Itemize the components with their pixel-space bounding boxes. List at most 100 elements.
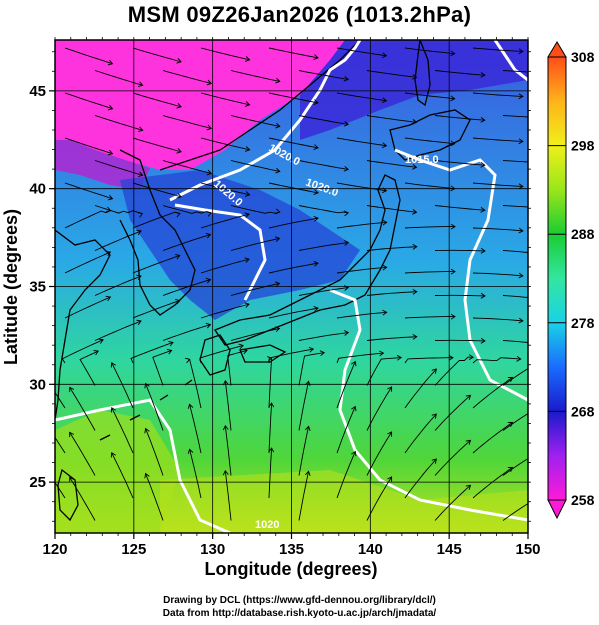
streamline	[189, 359, 202, 409]
colorbar-tick-label: 258	[571, 492, 595, 508]
streamline	[502, 368, 528, 386]
streamline	[472, 182, 523, 187]
streamline-arrowhead	[176, 192, 182, 199]
streamline-arrowhead	[450, 95, 456, 102]
streamline	[94, 275, 142, 296]
streamline	[162, 324, 211, 341]
streamline-arrowhead	[244, 101, 251, 107]
streamline	[404, 413, 437, 454]
streamline-arrowhead	[378, 350, 385, 357]
streamline-arrowhead	[176, 102, 182, 109]
streamline	[404, 458, 437, 499]
streamline-arrowhead	[242, 348, 248, 355]
streamline	[298, 70, 349, 80]
streamline	[145, 473, 164, 521]
hokkaido-coast	[389, 109, 471, 161]
streamline	[200, 258, 250, 274]
streamline	[336, 266, 387, 274]
contour-label-4: 1015.0	[405, 154, 439, 166]
streamline	[472, 357, 521, 364]
streamline	[434, 439, 471, 476]
streamline	[200, 137, 250, 151]
streamline	[298, 426, 310, 476]
streamline	[434, 205, 485, 211]
colorbar-top-arrow	[547, 41, 567, 58]
streamline	[298, 287, 349, 296]
contour-1020-north	[169, 40, 362, 202]
streamline	[162, 115, 212, 129]
streamline-arrowhead	[244, 56, 251, 62]
streamline-arrowhead	[465, 484, 472, 490]
streamline	[434, 70, 485, 76]
streamline-arrowhead	[37, 457, 41, 462]
credit-line-1: Drawing by DCL (https://www.gfd-dennou.o…	[163, 595, 436, 606]
y-tick-label: 35	[29, 279, 46, 296]
sakhalin-coast	[414, 40, 431, 107]
streamline-arrowhead	[137, 212, 144, 218]
streamline	[268, 448, 273, 499]
streamline-arrowhead	[450, 50, 456, 57]
streamline	[132, 255, 180, 274]
colorbar-tick-label: 298	[571, 138, 595, 154]
streamline-arrowhead	[313, 144, 319, 151]
streamline-arrowhead	[351, 450, 357, 457]
streamline	[162, 205, 212, 214]
streamline	[145, 428, 164, 476]
streamline	[268, 92, 319, 104]
contour-label-5: 1020	[255, 519, 279, 531]
streamline-arrowhead	[540, 448, 545, 452]
streamline	[64, 137, 113, 155]
streamline-arrowhead	[431, 413, 437, 419]
streamline	[94, 230, 142, 251]
streamline-arrowhead	[450, 140, 456, 147]
colorbar-bottom-arrow	[547, 499, 567, 520]
contour-1015	[394, 148, 528, 402]
streamline-arrowhead	[308, 346, 315, 353]
streamline-arrowhead	[507, 376, 514, 382]
streamline	[336, 406, 356, 454]
streamline	[227, 349, 248, 386]
grid-lines	[55, 40, 528, 533]
streamline	[200, 47, 250, 61]
streamline-arrowhead	[381, 142, 388, 149]
streamline	[298, 115, 349, 125]
streamline	[336, 47, 387, 57]
streamline	[230, 115, 280, 127]
streamline	[224, 425, 232, 476]
streamline-arrowhead	[105, 295, 112, 302]
streamline	[94, 70, 143, 86]
streamline-arrowhead	[480, 247, 486, 254]
streamline	[132, 182, 182, 198]
streamline	[268, 47, 319, 59]
streamline-arrowhead	[98, 338, 104, 344]
streamline-arrowhead	[381, 52, 388, 59]
streamline	[268, 262, 319, 274]
streamline-arrowhead	[431, 458, 437, 464]
streamline	[162, 160, 212, 174]
streamline	[162, 70, 212, 84]
streamline	[230, 160, 280, 172]
streamline-arrowhead	[206, 124, 213, 131]
wind-streamlines	[37, 47, 545, 521]
streamline	[298, 381, 310, 431]
streamline	[200, 182, 250, 196]
streamline	[366, 291, 417, 296]
streamline-arrowhead	[343, 120, 350, 127]
cold-air-region	[55, 40, 345, 170]
streamline-arrowhead	[313, 189, 319, 196]
streamline-arrowhead	[304, 470, 311, 477]
streamline-arrowhead	[412, 289, 418, 295]
streamline	[199, 345, 244, 364]
streamline-arrowhead	[343, 210, 350, 217]
streamline	[79, 350, 99, 386]
streamline	[94, 320, 142, 341]
x-tick-label: 145	[437, 541, 462, 558]
streamline-arrowhead	[431, 368, 437, 374]
streamline	[502, 503, 528, 521]
streamline	[230, 237, 280, 251]
x-tick-label: 150	[515, 541, 540, 558]
streamline	[404, 316, 455, 319]
streamline-arrowhead	[507, 466, 514, 472]
streamline-arrowhead	[412, 244, 418, 250]
